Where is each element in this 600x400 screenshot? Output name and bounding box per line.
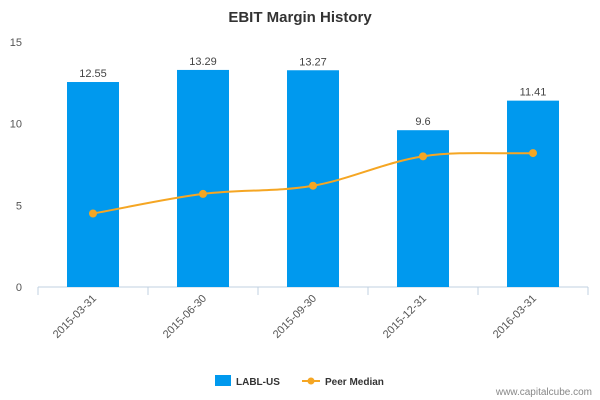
y-tick-label-1: 5 bbox=[16, 200, 22, 212]
bar-data-label-0: 12.55 bbox=[79, 68, 107, 80]
bar-data-label-4: 11.41 bbox=[520, 87, 547, 99]
x-tick-label-0: 2015-03-31 bbox=[51, 293, 99, 341]
x-axis: 2015-03-31 2015-06-30 2015-09-30 2015-12-31… bbox=[37, 286, 589, 341]
watermark: www.capitalcube.com bbox=[495, 387, 592, 398]
chart-title: EBIT Margin History bbox=[228, 9, 372, 26]
x-tick-label-3: 2015-12-31 bbox=[381, 293, 429, 341]
peer-median-point-2015-06-30[interactable] bbox=[199, 189, 207, 198]
bar-2016-03-31[interactable] bbox=[507, 100, 559, 288]
y-axis: 0 5 10 15 bbox=[10, 37, 22, 294]
bar-2015-03-31[interactable] bbox=[67, 82, 119, 288]
peer-median-point-2015-12-31[interactable] bbox=[419, 152, 427, 161]
peer-median-point-2015-03-31[interactable] bbox=[89, 209, 97, 218]
bar-2015-06-30[interactable] bbox=[177, 69, 229, 288]
peer-median-series bbox=[89, 149, 537, 218]
bar-data-label-3: 9.6 bbox=[415, 116, 430, 128]
legend-swatch-peer-marker[interactable] bbox=[307, 377, 315, 385]
peer-median-point-2015-09-30[interactable] bbox=[309, 181, 317, 190]
x-tick-label-1: 2015-06-30 bbox=[161, 293, 209, 341]
legend-label-labl[interactable]: LABL-US bbox=[236, 377, 280, 388]
legend-swatch-labl[interactable] bbox=[215, 375, 231, 386]
x-tick-label-4: 2016-03-31 bbox=[491, 293, 539, 341]
peer-median-point-2016-03-31[interactable] bbox=[529, 149, 537, 158]
legend-label-peer[interactable]: Peer Median bbox=[325, 377, 384, 388]
bar-data-labels: 12.55 13.29 13.27 9.6 11.41 bbox=[79, 56, 546, 128]
x-tick-label-2: 2015-09-30 bbox=[271, 293, 319, 341]
y-tick-label-0: 0 bbox=[16, 282, 22, 294]
bar-2015-09-30[interactable] bbox=[287, 70, 339, 287]
y-tick-label-2: 10 bbox=[10, 119, 22, 131]
bar-data-label-2: 13.27 bbox=[299, 56, 327, 68]
bar-series bbox=[67, 69, 559, 288]
bar-data-label-1: 13.29 bbox=[189, 56, 217, 68]
legend: LABL-US Peer Median bbox=[215, 375, 384, 388]
y-tick-label-3: 15 bbox=[10, 37, 22, 49]
